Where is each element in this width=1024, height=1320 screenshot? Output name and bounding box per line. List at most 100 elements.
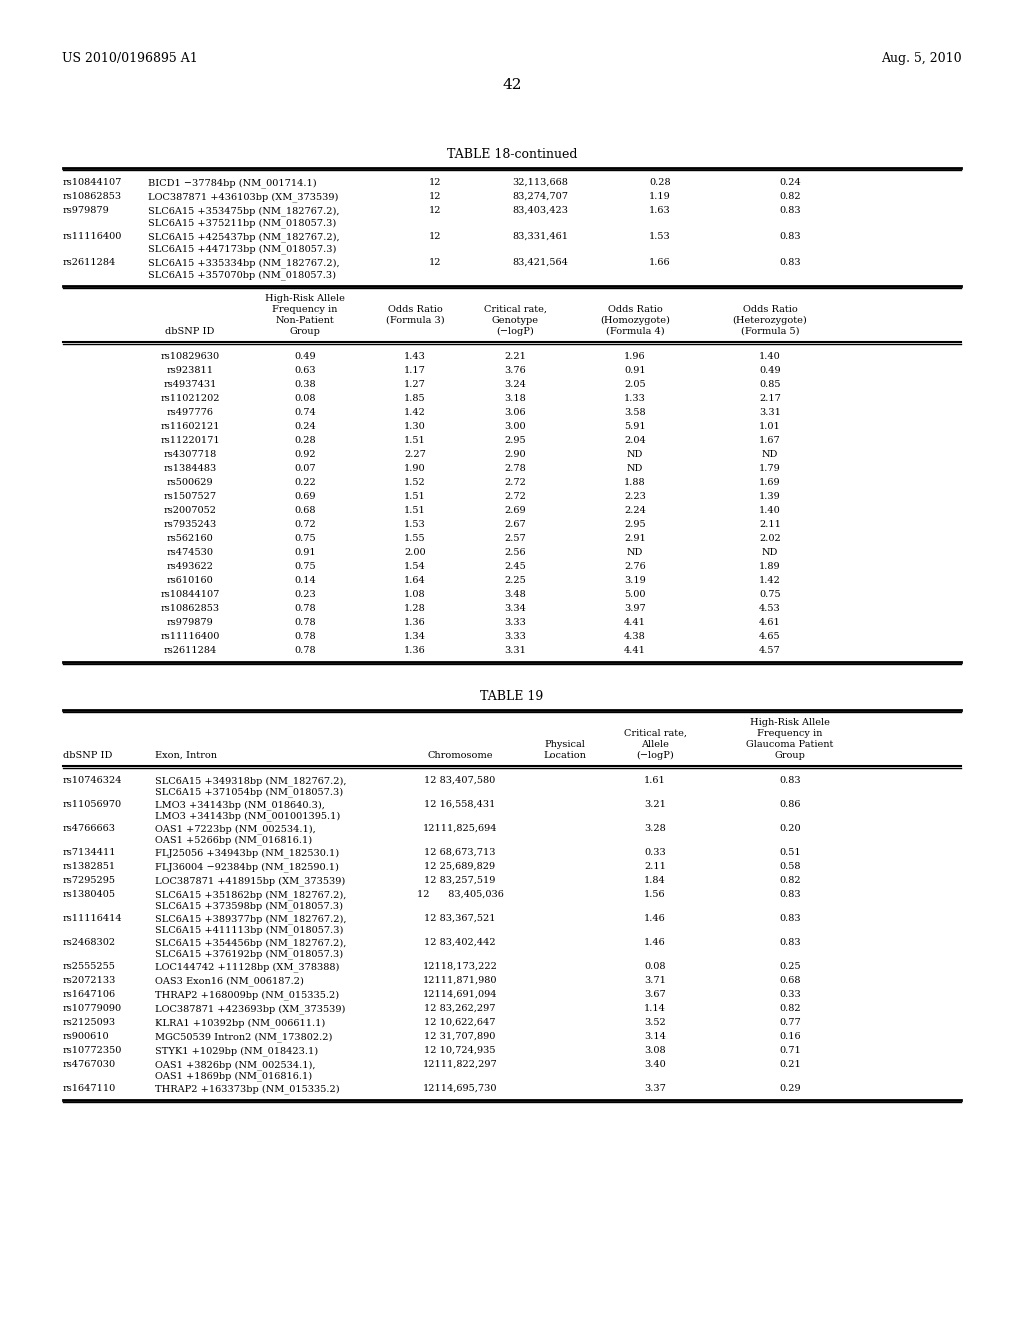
Text: 1.53: 1.53 — [649, 232, 671, 242]
Text: 4.53: 4.53 — [759, 605, 781, 612]
Text: 12114,695,730: 12114,695,730 — [423, 1084, 498, 1093]
Text: 3.06: 3.06 — [504, 408, 525, 417]
Text: SLC6A15 +353475bp (NM_182767.2),: SLC6A15 +353475bp (NM_182767.2), — [148, 206, 340, 215]
Text: 12 83,262,297: 12 83,262,297 — [424, 1005, 496, 1012]
Text: 0.78: 0.78 — [294, 618, 315, 627]
Text: SLC6A15 +373598bp (NM_018057.3): SLC6A15 +373598bp (NM_018057.3) — [155, 902, 343, 911]
Text: 2.02: 2.02 — [759, 535, 781, 543]
Text: 0.82: 0.82 — [779, 1005, 801, 1012]
Text: 32,113,668: 32,113,668 — [512, 178, 568, 187]
Text: 1.84: 1.84 — [644, 876, 666, 884]
Text: Odds Ratio: Odds Ratio — [388, 305, 442, 314]
Text: Critical rate,: Critical rate, — [483, 305, 547, 314]
Text: 2.11: 2.11 — [644, 862, 666, 871]
Text: rs10772350: rs10772350 — [63, 1045, 123, 1055]
Text: 12 83,257,519: 12 83,257,519 — [424, 876, 496, 884]
Text: 0.14: 0.14 — [294, 576, 315, 585]
Text: Location: Location — [544, 751, 587, 760]
Text: 1.14: 1.14 — [644, 1005, 666, 1012]
Text: 0.82: 0.82 — [779, 191, 801, 201]
Text: rs2007052: rs2007052 — [164, 506, 216, 515]
Text: 5.91: 5.91 — [625, 422, 646, 432]
Text: High-Risk Allele: High-Risk Allele — [265, 294, 345, 304]
Text: rs10862853: rs10862853 — [161, 605, 219, 612]
Text: 1.33: 1.33 — [624, 393, 646, 403]
Text: 12114,691,094: 12114,691,094 — [423, 990, 498, 999]
Text: rs1380405: rs1380405 — [63, 890, 116, 899]
Text: 0.75: 0.75 — [759, 590, 781, 599]
Text: rs7295295: rs7295295 — [63, 876, 116, 884]
Text: 1.40: 1.40 — [759, 352, 781, 360]
Text: dbSNP ID: dbSNP ID — [165, 327, 215, 337]
Text: 2.11: 2.11 — [759, 520, 781, 529]
Text: 2.72: 2.72 — [504, 478, 526, 487]
Text: 1.90: 1.90 — [404, 465, 426, 473]
Text: 0.29: 0.29 — [779, 1084, 801, 1093]
Text: 1.27: 1.27 — [404, 380, 426, 389]
Text: 12 25,689,829: 12 25,689,829 — [424, 862, 496, 871]
Text: 0.91: 0.91 — [625, 366, 646, 375]
Text: 0.07: 0.07 — [294, 465, 315, 473]
Text: 2.00: 2.00 — [404, 548, 426, 557]
Text: 0.22: 0.22 — [294, 478, 315, 487]
Text: 12: 12 — [429, 232, 441, 242]
Text: 3.34: 3.34 — [504, 605, 526, 612]
Text: 0.71: 0.71 — [779, 1045, 801, 1055]
Text: 0.83: 0.83 — [779, 913, 801, 923]
Text: 3.14: 3.14 — [644, 1032, 666, 1041]
Text: LOC387871 +418915bp (XM_373539): LOC387871 +418915bp (XM_373539) — [155, 876, 345, 886]
Text: LOC387871 +436103bp (XM_373539): LOC387871 +436103bp (XM_373539) — [148, 191, 338, 202]
Text: 3.37: 3.37 — [644, 1084, 666, 1093]
Text: 0.74: 0.74 — [294, 408, 315, 417]
Text: Frequency in: Frequency in — [758, 729, 822, 738]
Text: rs11602121: rs11602121 — [160, 422, 220, 432]
Text: 0.86: 0.86 — [779, 800, 801, 809]
Text: (Heterozygote): (Heterozygote) — [732, 315, 807, 325]
Text: 3.58: 3.58 — [625, 408, 646, 417]
Text: 3.67: 3.67 — [644, 990, 666, 999]
Text: 1.19: 1.19 — [649, 191, 671, 201]
Text: 0.58: 0.58 — [779, 862, 801, 871]
Text: rs2611284: rs2611284 — [63, 257, 117, 267]
Text: 12 10,724,935: 12 10,724,935 — [424, 1045, 496, 1055]
Text: 2.76: 2.76 — [624, 562, 646, 572]
Text: 2.05: 2.05 — [625, 380, 646, 389]
Text: 0.83: 0.83 — [779, 776, 801, 785]
Text: 0.83: 0.83 — [779, 939, 801, 946]
Text: 0.49: 0.49 — [759, 366, 781, 375]
Text: TABLE 18-continued: TABLE 18-continued — [446, 148, 578, 161]
Text: rs1647106: rs1647106 — [63, 990, 116, 999]
Text: 0.08: 0.08 — [644, 962, 666, 972]
Text: 1.67: 1.67 — [759, 436, 781, 445]
Text: ND: ND — [627, 548, 643, 557]
Text: 0.38: 0.38 — [294, 380, 315, 389]
Text: 0.08: 0.08 — [294, 393, 315, 403]
Text: 0.91: 0.91 — [294, 548, 315, 557]
Text: 12: 12 — [429, 257, 441, 267]
Text: 0.83: 0.83 — [779, 890, 801, 899]
Text: 1.96: 1.96 — [625, 352, 646, 360]
Text: SLC6A15 +425437bp (NM_182767.2),: SLC6A15 +425437bp (NM_182767.2), — [148, 232, 340, 242]
Text: 2.91: 2.91 — [624, 535, 646, 543]
Text: 3.48: 3.48 — [504, 590, 526, 599]
Text: 0.82: 0.82 — [779, 876, 801, 884]
Text: SLC6A15 +447173bp (NM_018057.3): SLC6A15 +447173bp (NM_018057.3) — [148, 244, 336, 253]
Text: rs4937431: rs4937431 — [163, 380, 217, 389]
Text: LOC144742 +11128bp (XM_378388): LOC144742 +11128bp (XM_378388) — [155, 962, 339, 972]
Text: 0.23: 0.23 — [294, 590, 315, 599]
Text: 1.54: 1.54 — [404, 562, 426, 572]
Text: 0.78: 0.78 — [294, 632, 315, 642]
Text: 0.25: 0.25 — [779, 962, 801, 972]
Text: rs11116400: rs11116400 — [63, 232, 123, 242]
Text: ND: ND — [627, 465, 643, 473]
Text: 0.78: 0.78 — [294, 645, 315, 655]
Text: OAS3 Exon16 (NM_006187.2): OAS3 Exon16 (NM_006187.2) — [155, 975, 304, 986]
Text: 2.17: 2.17 — [759, 393, 781, 403]
Text: rs11056970: rs11056970 — [63, 800, 122, 809]
Text: ND: ND — [762, 548, 778, 557]
Text: 1.89: 1.89 — [759, 562, 781, 572]
Text: rs493622: rs493622 — [167, 562, 213, 572]
Text: 3.31: 3.31 — [759, 408, 781, 417]
Text: 0.28: 0.28 — [294, 436, 315, 445]
Text: 2.78: 2.78 — [504, 465, 526, 473]
